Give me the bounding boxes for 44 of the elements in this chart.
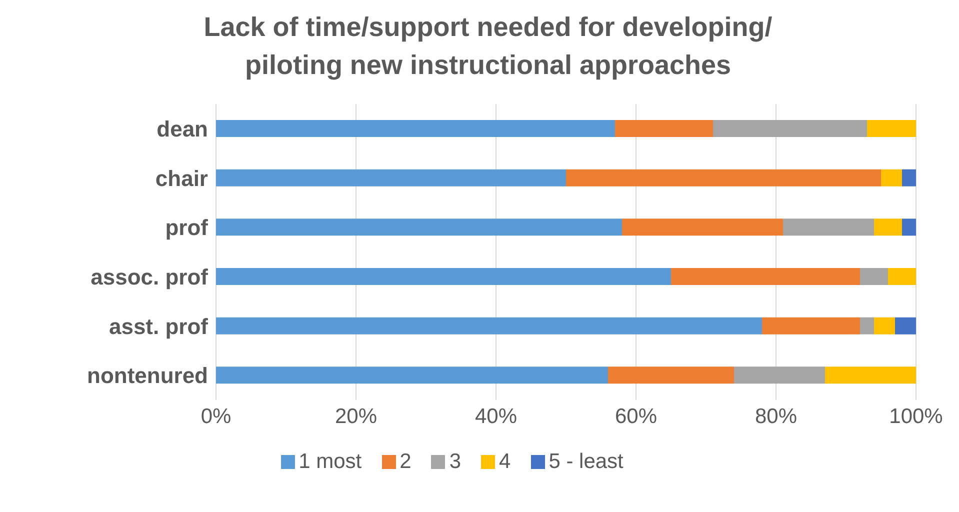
y-tick-label: asst. prof bbox=[108, 314, 209, 339]
bar bbox=[762, 317, 860, 334]
y-tick-label: assoc. prof bbox=[90, 264, 209, 290]
x-tick-label: 0% bbox=[200, 404, 232, 428]
bar bbox=[902, 218, 916, 236]
bar bbox=[216, 268, 671, 285]
x-tick-label: 80% bbox=[754, 404, 798, 428]
bar bbox=[895, 317, 916, 334]
bar bbox=[608, 366, 734, 384]
bar bbox=[825, 366, 916, 384]
bar bbox=[566, 169, 881, 186]
bar bbox=[783, 218, 874, 236]
legend-label: 5 - least bbox=[548, 450, 624, 473]
y-tick-label: dean bbox=[156, 116, 208, 142]
bar bbox=[671, 268, 860, 285]
x-tick-label: 100% bbox=[889, 404, 943, 428]
bar bbox=[713, 120, 867, 137]
bar bbox=[216, 366, 608, 384]
bar bbox=[860, 317, 874, 334]
x-tick-label: 60% bbox=[614, 404, 658, 428]
bar bbox=[902, 169, 916, 186]
bar bbox=[860, 268, 888, 285]
x-tick-label: 40% bbox=[474, 404, 518, 428]
legend-label: 3 bbox=[449, 450, 461, 473]
y-tick-label: chair bbox=[155, 166, 208, 191]
bar bbox=[881, 169, 902, 186]
bar bbox=[874, 317, 895, 334]
bar bbox=[734, 366, 825, 384]
y-tick-label: prof bbox=[165, 215, 209, 240]
y-tick-label: nontenured bbox=[87, 363, 208, 388]
bar bbox=[216, 317, 762, 334]
bar bbox=[216, 218, 622, 236]
legend-label: 1 most bbox=[298, 450, 362, 473]
bar bbox=[615, 120, 713, 137]
bar bbox=[216, 120, 615, 137]
bar bbox=[216, 169, 566, 186]
bar bbox=[867, 120, 916, 137]
bar bbox=[622, 218, 783, 236]
x-tick-label: 20% bbox=[334, 404, 378, 428]
chart-title: Lack of time/support needed for developing/ piloting new instructional approaches bbox=[202, 11, 774, 82]
legend-label: 4 bbox=[499, 450, 511, 473]
legend-label: 2 bbox=[400, 450, 412, 473]
bar bbox=[874, 218, 902, 236]
bar bbox=[888, 268, 916, 285]
